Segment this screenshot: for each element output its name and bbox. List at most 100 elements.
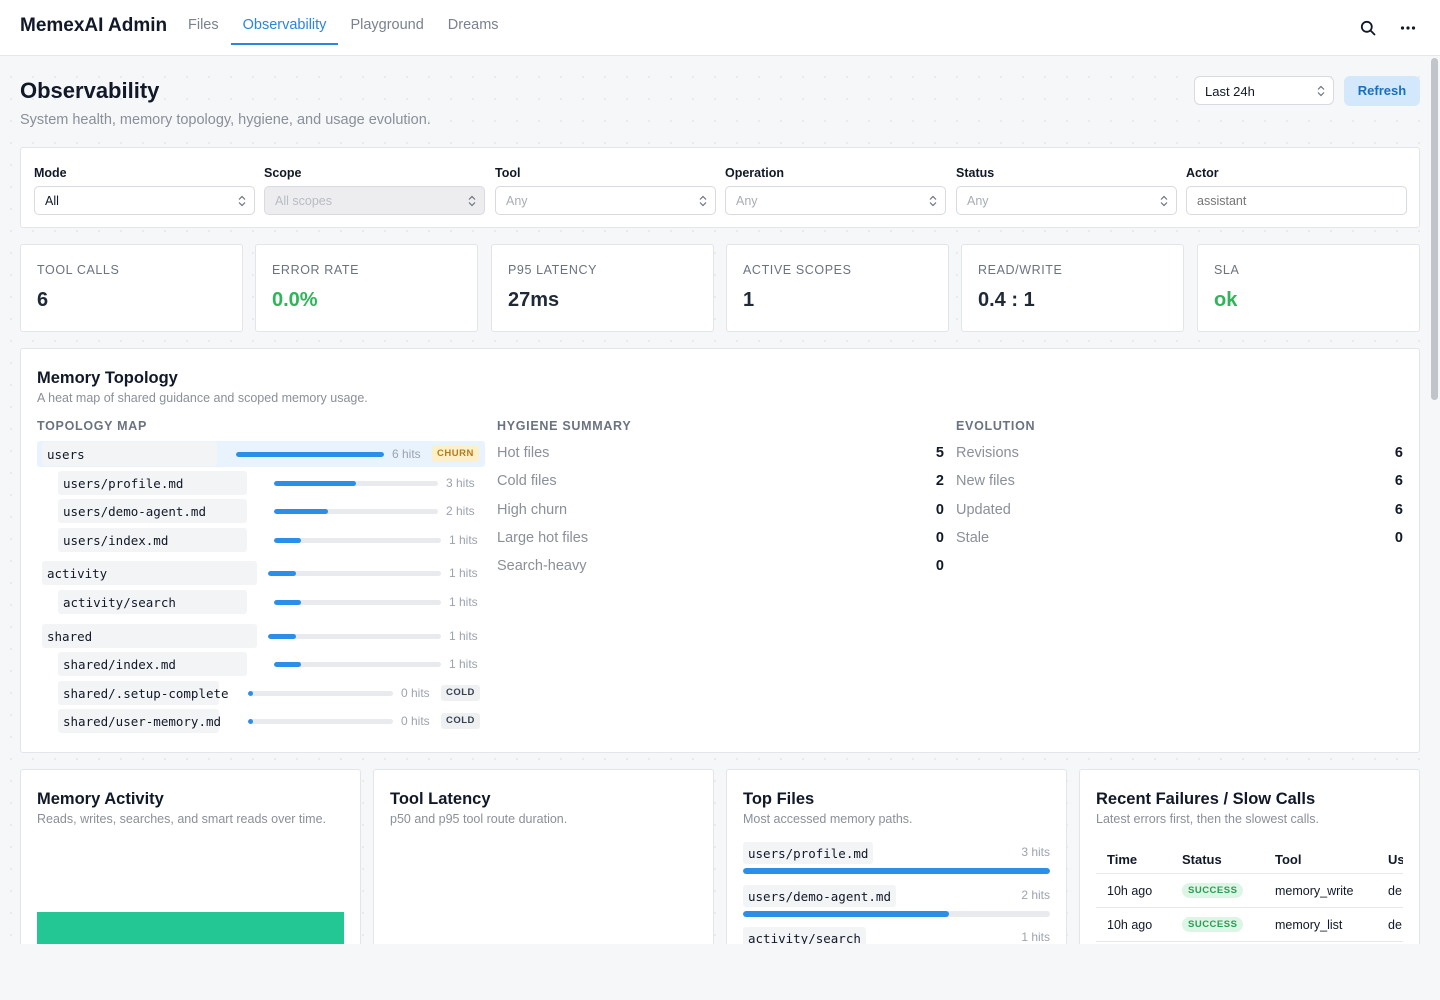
mode-select[interactable]: All (34, 186, 255, 215)
topology-row[interactable]: shared/user-memory.md 0 hits COLD (37, 708, 485, 734)
card-title: Top Files (743, 790, 815, 808)
topology-row[interactable]: activity 1 hits (37, 560, 485, 586)
topology-hits: 2 hits (446, 504, 475, 518)
topology-heat-bar-fill (268, 634, 296, 639)
topology-row[interactable]: users/index.md 1 hits (37, 527, 485, 553)
scrollbar-thumb[interactable] (1431, 58, 1438, 400)
user-cell: de (1388, 884, 1402, 898)
stat-label: SLA (1214, 263, 1240, 277)
top-file-path: users/profile.md (743, 842, 874, 864)
summary-value: 0 (1394, 529, 1403, 546)
topology-path: shared/.setup-complete (58, 681, 229, 705)
topology-row[interactable]: shared/index.md 1 hits (37, 651, 485, 677)
topology-path: users (42, 442, 217, 466)
summary-label: Revisions (956, 445, 1019, 461)
filter-label: Scope (264, 166, 302, 180)
status-select[interactable]: Any (956, 186, 1177, 215)
column-header: Time (1107, 852, 1138, 867)
topology-hits: 6 hits (392, 447, 421, 461)
stat-value: 6 (37, 289, 49, 311)
operation-select[interactable]: Any (725, 186, 946, 215)
tab-dreams[interactable]: Dreams (447, 17, 499, 33)
actor-input[interactable] (1186, 186, 1407, 215)
tab-files[interactable]: Files (188, 17, 219, 33)
summary-value: 6 (1394, 445, 1403, 461)
topology-row[interactable]: users 6 hits CHURN (37, 441, 485, 467)
top-file-row[interactable]: users/profile.md 3 hits (743, 842, 1050, 876)
topology-path: activity (42, 561, 257, 585)
select-chevron-icon (468, 195, 476, 207)
scope-select: All scopes (264, 186, 485, 215)
stat-label: TOOL CALLS (37, 263, 120, 277)
topology-path: shared/index.md (58, 652, 247, 676)
filter-scope: Scope All scopes (264, 166, 485, 215)
filter-label: Actor (1186, 166, 1219, 180)
topology-heat-bar (268, 571, 441, 576)
topology-hits: 0 hits (401, 686, 430, 700)
topology-row[interactable]: activity/search 1 hits (37, 589, 485, 615)
filter-label: Tool (495, 166, 521, 180)
summary-value: 0 (935, 501, 944, 518)
topology-row[interactable]: shared/.setup-complete 0 hits COLD (37, 680, 485, 706)
topology-hits: 1 hits (449, 566, 478, 580)
card-subtitle: A heat map of shared guidance and scoped… (37, 391, 368, 405)
topology-path: shared (42, 624, 257, 648)
tool-select-value: Any (506, 194, 528, 208)
tab-playground[interactable]: Playground (350, 17, 424, 33)
summary-value: 5 (935, 445, 944, 461)
topology-hits: 1 hits (449, 533, 478, 547)
time-range-value: Last 24h (1205, 84, 1255, 99)
stat-value: ok (1214, 289, 1238, 311)
filter-actor: Actor (1186, 166, 1407, 215)
summary-value: 0 (935, 529, 944, 546)
search-icon[interactable] (1356, 16, 1380, 40)
topology-heat-bar-fill (274, 600, 301, 605)
filter-label: Mode (34, 166, 67, 180)
card-title: Memory Topology (37, 369, 178, 387)
summary-row: Hot files 5 (497, 445, 944, 465)
tool-select[interactable]: Any (495, 186, 716, 215)
stat-label: READ/WRITE (978, 263, 1063, 277)
more-options-icon[interactable] (1396, 16, 1420, 40)
select-chevron-icon (699, 195, 707, 207)
summary-label: Search-heavy (497, 558, 587, 575)
summary-label: High churn (497, 501, 568, 518)
topology-heat-bar (274, 538, 441, 543)
top-file-row[interactable]: users/demo-agent.md 2 hits (743, 884, 1050, 919)
summary-label: Updated (956, 501, 1011, 518)
table-row[interactable]: 10h ago SUCCESS memory_write de (1096, 874, 1403, 908)
failures-table[interactable]: Time Status Tool Us 10h ago SUCCESS memo… (1096, 844, 1403, 964)
filters-panel: Mode All Scope All scopes Tool Any Opera… (20, 147, 1420, 228)
summary-label: Stale (956, 529, 990, 546)
cold-badge: COLD (441, 685, 480, 701)
topology-row[interactable]: shared 1 hits (37, 623, 485, 649)
top-file-bar (743, 910, 1050, 917)
column-header: Us (1388, 852, 1403, 867)
topology-heat-bar-fill (268, 571, 296, 576)
page-scrollbar[interactable] (1429, 56, 1440, 1000)
scope-select-value: All scopes (275, 194, 332, 208)
topology-heat-bar-fill (248, 691, 253, 696)
topology-heat-bar (248, 691, 393, 696)
topology-path: activity/search (58, 590, 247, 614)
summary-label: New files (956, 473, 1015, 490)
memory-topology-card: Memory Topology A heat map of shared gui… (20, 348, 1420, 753)
refresh-button[interactable]: Refresh (1344, 76, 1420, 106)
top-file-hits: 3 hits (1021, 845, 1050, 859)
hygiene-heading: HYGIENE SUMMARY (497, 419, 632, 433)
app-title: MemexAI Admin (20, 15, 168, 36)
tab-observability[interactable]: Observability (230, 0, 339, 45)
topology-path: users/index.md (58, 528, 247, 552)
stat-value: 0.0% (272, 289, 318, 311)
stat-read-write: READ/WRITE 0.4 : 1 (961, 244, 1184, 332)
main-nav: Files Observability Playground Dreams (176, 0, 511, 56)
summary-label: Hot files (497, 445, 550, 461)
viewport-bottom (0, 944, 1440, 1000)
topology-heat-bar (236, 452, 384, 457)
time-range-select[interactable]: Last 24h (1194, 76, 1334, 105)
topology-row[interactable]: users/demo-agent.md 2 hits (37, 498, 485, 524)
topology-hits: 1 hits (449, 629, 478, 643)
table-row[interactable]: 10h ago SUCCESS memory_list de (1096, 908, 1403, 942)
card-title: Tool Latency (390, 790, 491, 808)
topology-row[interactable]: users/profile.md 3 hits (37, 470, 485, 496)
